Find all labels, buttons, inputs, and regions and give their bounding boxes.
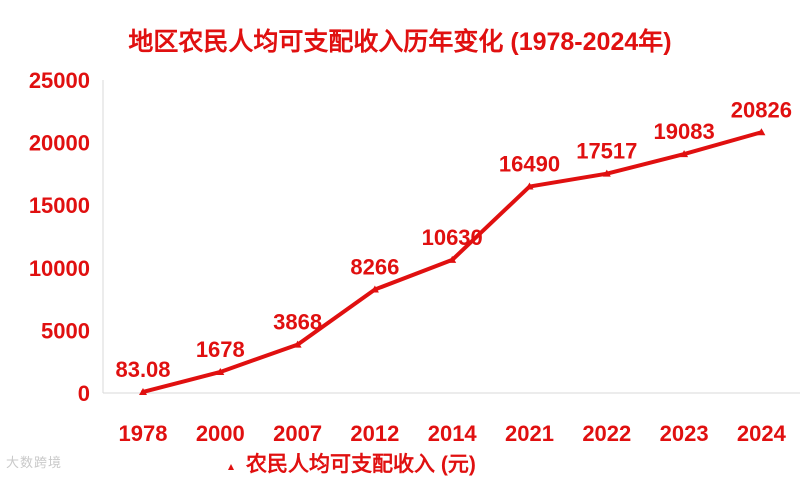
data-labels: 83.08 1678 3868 8266 10630 16490 17517 19083 208… (115, 97, 792, 382)
x-tick-label: 2000 (196, 421, 245, 446)
data-label: 83.08 (115, 357, 170, 382)
data-label: 19083 (654, 119, 715, 144)
x-tick-label: 2024 (737, 421, 787, 446)
x-tick-label: 2014 (428, 421, 478, 446)
watermark-logo: 大数跨境 (6, 455, 63, 470)
y-tick-label: 0 (78, 381, 90, 406)
legend-label: 农民人均可支配收入 (元) (245, 452, 476, 476)
data-label: 20826 (731, 97, 792, 122)
data-point (370, 285, 379, 293)
x-tick-labels: 1978 2000 2007 2012 2014 2021 2022 2023 2024 (119, 421, 787, 446)
chart-title: 地区农民人均可支配收入历年变化 (1978-2024年) (128, 28, 672, 56)
data-point (602, 169, 611, 177)
data-point (216, 367, 225, 375)
y-tick-label: 20000 (29, 131, 90, 156)
axes (102, 80, 800, 394)
data-point (757, 128, 766, 136)
data-point (525, 182, 534, 190)
x-tick-label: 2022 (582, 421, 631, 446)
data-point (448, 255, 457, 263)
x-tick-label: 2012 (350, 421, 399, 446)
data-label: 3868 (273, 310, 322, 335)
y-tick-labels: 0 5000 10000 15000 20000 25000 (29, 68, 90, 406)
data-label: 17517 (576, 139, 637, 164)
data-label: 8266 (350, 255, 399, 280)
y-tick-label: 10000 (29, 256, 90, 281)
data-point (293, 340, 302, 348)
x-tick-label: 2007 (273, 421, 322, 446)
data-label: 16490 (499, 152, 560, 177)
data-label: 1678 (196, 337, 245, 362)
x-tick-label: 2021 (505, 421, 554, 446)
data-point (680, 150, 689, 158)
y-tick-label: 25000 (29, 68, 90, 93)
data-label: 10630 (422, 225, 483, 250)
x-tick-label: 2023 (660, 421, 709, 446)
data-point (139, 387, 147, 395)
x-tick-label: 1978 (119, 421, 168, 446)
legend: 农民人均可支配收入 (元) (228, 452, 476, 476)
legend-marker (228, 464, 234, 470)
series-layer (139, 128, 766, 395)
y-tick-label: 15000 (29, 193, 90, 218)
y-tick-label: 5000 (41, 318, 90, 343)
